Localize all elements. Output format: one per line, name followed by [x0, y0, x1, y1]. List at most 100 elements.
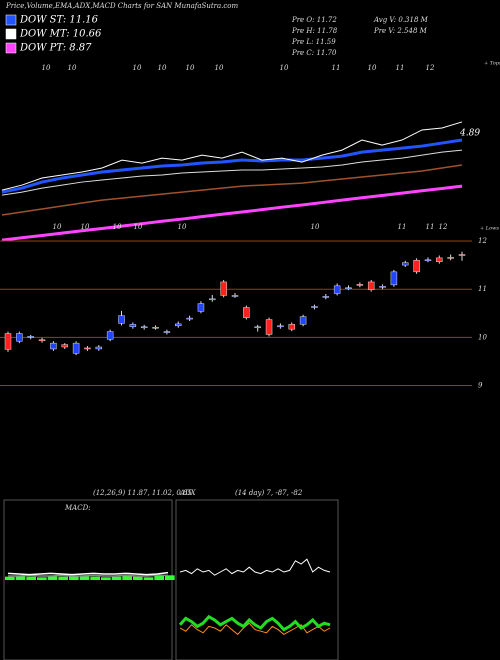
low-label: 10 [178, 223, 187, 231]
candle-body [50, 342, 57, 350]
low-label: 10 [134, 223, 143, 231]
candle-body [175, 323, 182, 327]
adx-subtitle: (14 day) 7, -87, -82 [235, 489, 303, 497]
candle-body [367, 281, 375, 290]
series-line [179, 558, 331, 576]
series-line [1, 184, 463, 242]
candle-body [447, 257, 454, 259]
candle-body [27, 336, 34, 338]
top-label: 10 [215, 64, 224, 72]
annotation: + Lows [480, 226, 499, 232]
info-text: Avg V: 0.318 M [373, 16, 429, 24]
candle-body [243, 307, 250, 318]
top-label: 10 [68, 64, 77, 72]
candle-body [38, 339, 46, 342]
candle-body [106, 331, 114, 340]
macd-histogram-bar [122, 576, 132, 580]
chart-title: Price,Volume,EMA,ADX,MACD Charts for SAN… [5, 2, 239, 10]
macd-histogram-bar [26, 576, 36, 580]
legend-swatch [5, 42, 17, 54]
series-line [1, 164, 463, 216]
candle-body [277, 325, 284, 328]
macd-histogram-bar [133, 576, 143, 580]
macd-histogram-bar [5, 576, 15, 580]
series-line [8, 574, 168, 577]
candle-body [390, 271, 398, 286]
candle-body [129, 324, 137, 328]
candle-body [163, 331, 171, 333]
candle-body [209, 298, 216, 301]
y-tick-label: 11 [478, 285, 487, 293]
candle-body [84, 347, 91, 350]
info-text: Pre O: 11.72 [291, 16, 337, 24]
top-label: 10 [42, 64, 51, 72]
candle-body [413, 260, 420, 273]
low-label: 10 [113, 223, 122, 231]
top-label: 10 [368, 64, 377, 72]
candle-body [345, 287, 352, 289]
adx-frame [175, 499, 339, 660]
macd-histogram-bar [58, 576, 68, 580]
low-label: 12 [439, 223, 448, 231]
info-text: Pre V: 2.548 M [373, 27, 428, 35]
macd-histogram-bar [165, 575, 175, 580]
top-label: 10 [133, 64, 142, 72]
series-line [179, 622, 331, 636]
y-tick-label: 12 [478, 237, 487, 245]
candle-body [288, 324, 295, 330]
info-text: Pre H: 11.78 [291, 27, 338, 35]
annotation: + Tops [484, 61, 500, 67]
candle-body [322, 296, 330, 298]
candle-body [197, 303, 205, 312]
candle-body [458, 254, 466, 256]
y-tick-label: 9 [478, 382, 483, 390]
legend-label: DOW ST: 11.16 [19, 15, 99, 26]
low-label: 11 [426, 223, 435, 231]
top-label: 11 [332, 64, 341, 72]
candle-body [333, 285, 341, 294]
candle-body [4, 333, 12, 350]
macd-histogram-bar [15, 576, 26, 580]
info-text: Pre C: 11.70 [291, 49, 337, 57]
low-label: 11 [398, 223, 407, 231]
candle-body [118, 315, 125, 324]
legend-label: DOW MT: 10.66 [19, 29, 102, 40]
top-label: 10 [186, 64, 195, 72]
low-label: 10 [311, 223, 320, 231]
macd-label: MACD: [64, 504, 91, 512]
macd-histogram-bar [79, 575, 90, 580]
series-line [7, 571, 169, 576]
info-text: Pre L: 11.59 [291, 38, 336, 46]
macd-histogram-bar [47, 576, 58, 580]
low-label: 10 [81, 223, 90, 231]
candle-body [265, 319, 273, 335]
top-label: 11 [396, 64, 405, 72]
candle-body [16, 333, 23, 342]
top-label: 12 [426, 64, 435, 72]
candle-body [299, 316, 307, 325]
macd-subtitle: (12,26,9) 11.87, 11.02, 0.85 [93, 489, 193, 497]
series-line [1, 149, 463, 196]
macd-histogram-bar [69, 576, 79, 580]
candle-body [220, 281, 227, 296]
annotation: 4.89 [459, 129, 480, 139]
macd-histogram-bar [37, 577, 47, 580]
candle-body [95, 346, 103, 350]
macd-histogram-bar [90, 576, 100, 580]
candle-body [311, 306, 318, 308]
macd-histogram-bar [143, 577, 154, 580]
top-label: 10 [158, 64, 167, 72]
candle-body [72, 342, 80, 354]
candle-body [231, 295, 239, 297]
series-line [1, 121, 463, 191]
candle-body [424, 259, 432, 262]
candle-body [152, 326, 159, 329]
low-label: 10 [53, 223, 62, 231]
candle-body [356, 284, 364, 286]
legend-swatch [5, 28, 17, 40]
y-tick-label: 10 [478, 333, 487, 341]
candle-body [436, 257, 443, 262]
series-line [1, 138, 463, 194]
